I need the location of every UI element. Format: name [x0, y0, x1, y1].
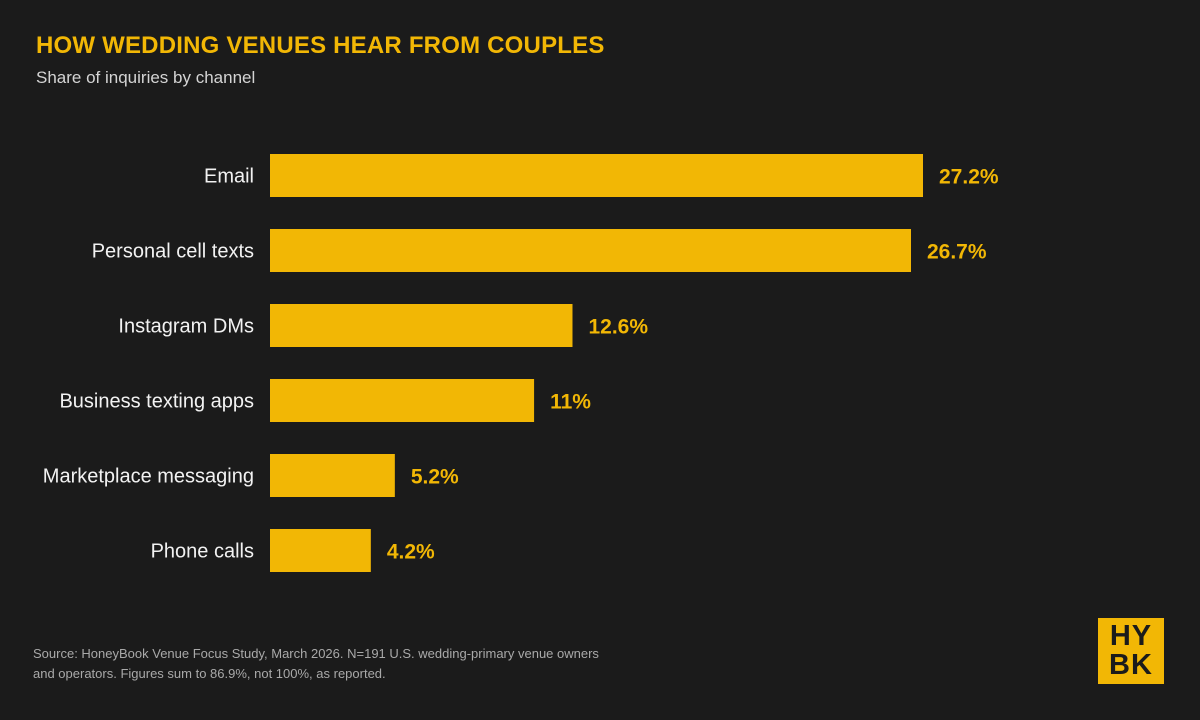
- value-label: 26.7%: [927, 241, 987, 264]
- source-line-1: Source: HoneyBook Venue Focus Study, Mar…: [33, 646, 599, 661]
- category-label: Personal cell texts: [92, 241, 254, 263]
- bar: [270, 154, 923, 197]
- value-label: 4.2%: [387, 541, 435, 564]
- source-note: Source: HoneyBook Venue Focus Study, Mar…: [33, 644, 633, 684]
- bar: [270, 379, 535, 422]
- value-label: 27.2%: [939, 166, 999, 189]
- category-label: Instagram DMs: [118, 316, 254, 338]
- category-label: Marketplace messaging: [43, 466, 254, 488]
- bar: [270, 229, 911, 272]
- value-label: 12.6%: [588, 316, 648, 339]
- logo-line-1: HY: [1109, 620, 1153, 652]
- value-label: 5.2%: [411, 466, 459, 489]
- category-label: Email: [204, 166, 254, 188]
- source-line-2: and operators. Figures sum to 86.9%, not…: [33, 666, 386, 681]
- hybk-logo: HY BK: [1098, 618, 1164, 684]
- bar: [270, 529, 371, 572]
- chart-title: HOW WEDDING VENUES HEAR FROM COUPLES: [36, 32, 605, 59]
- bar: [270, 454, 395, 497]
- value-label: 11%: [550, 391, 591, 414]
- bar-chart: Email 27.2% Personal cell texts 26.7% Instag…: [43, 154, 999, 572]
- bar: [270, 304, 573, 347]
- category-label: Phone calls: [151, 541, 254, 563]
- category-label: Business texting apps: [59, 391, 254, 413]
- logo-line-2: BK: [1109, 649, 1153, 681]
- chart-subtitle: Share of inquiries by channel: [36, 68, 256, 87]
